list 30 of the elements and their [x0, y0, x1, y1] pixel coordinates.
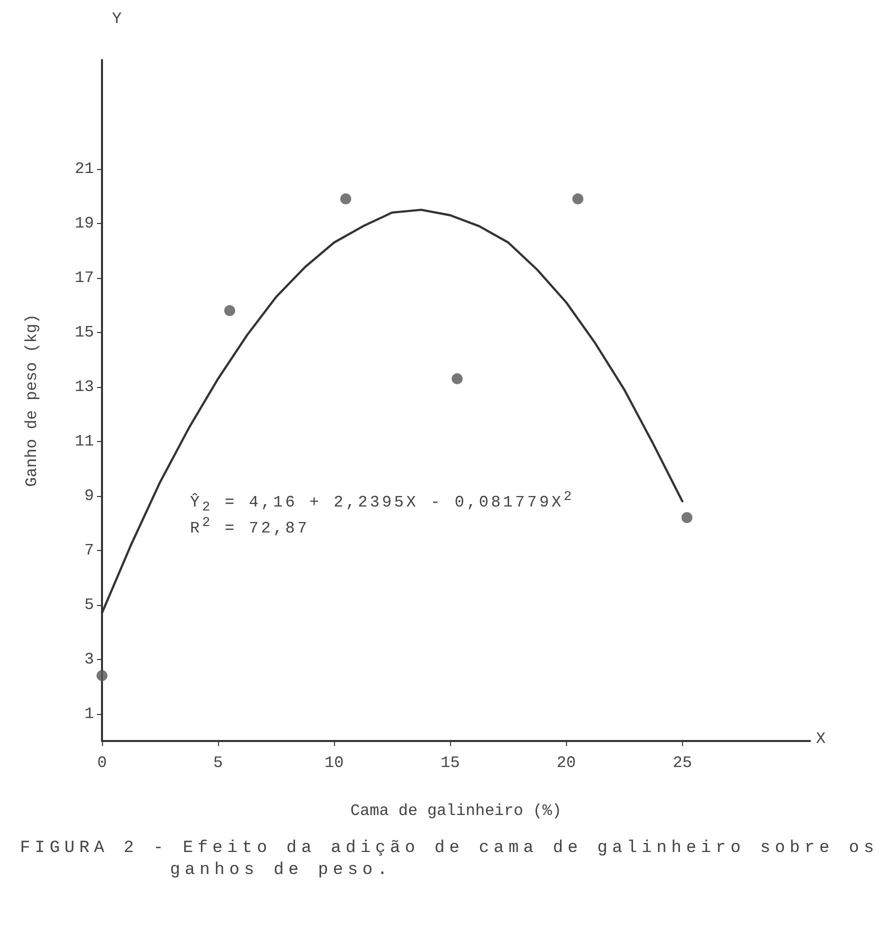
- y-tick-label: 7: [84, 541, 94, 560]
- y-axis-title: Ganho de peso (kg): [23, 314, 41, 487]
- y-tick-label: 1: [84, 704, 94, 723]
- point: [572, 193, 584, 204]
- point: [224, 305, 236, 316]
- y-tick-label: 19: [74, 214, 94, 232]
- x-tick-label: 5: [213, 754, 223, 772]
- point: [452, 373, 463, 384]
- text: X: [816, 730, 828, 748]
- x-tick-label: 20: [556, 754, 576, 772]
- x-tick-label: 10: [324, 754, 344, 772]
- point: [96, 670, 108, 682]
- annotation: Ŷ$_{2}$ = 4,16 + 2,2395X - 0,081779X$^{2}$: [190, 490, 574, 516]
- x-axis-title: Cama de galinheiro (%): [350, 802, 562, 820]
- y-tick-label: 21: [74, 160, 94, 178]
- x-tick-label: 25: [672, 754, 692, 772]
- point: [681, 512, 692, 524]
- y-tick-label: 11: [74, 432, 94, 450]
- x-tick-label: 15: [440, 754, 460, 772]
- y-tick-label: 15: [74, 323, 94, 342]
- text: FIGURA 2 - Efeito da adição de cama de galinheiro sobre os ganhos de peso.: [20, 838, 880, 882]
- y-tick-label: 5: [84, 596, 94, 614]
- text: Y: [112, 10, 124, 28]
- y-tick-label: 17: [74, 268, 94, 287]
- y-tick-label: 9: [84, 486, 94, 505]
- x-tick-label: 0: [97, 754, 107, 772]
- y-tick-label: 13: [74, 378, 94, 396]
- annotation: R$^{2}$ = 72,87: [190, 516, 310, 538]
- y-tick-label: 3: [84, 650, 94, 668]
- point: [340, 193, 352, 204]
